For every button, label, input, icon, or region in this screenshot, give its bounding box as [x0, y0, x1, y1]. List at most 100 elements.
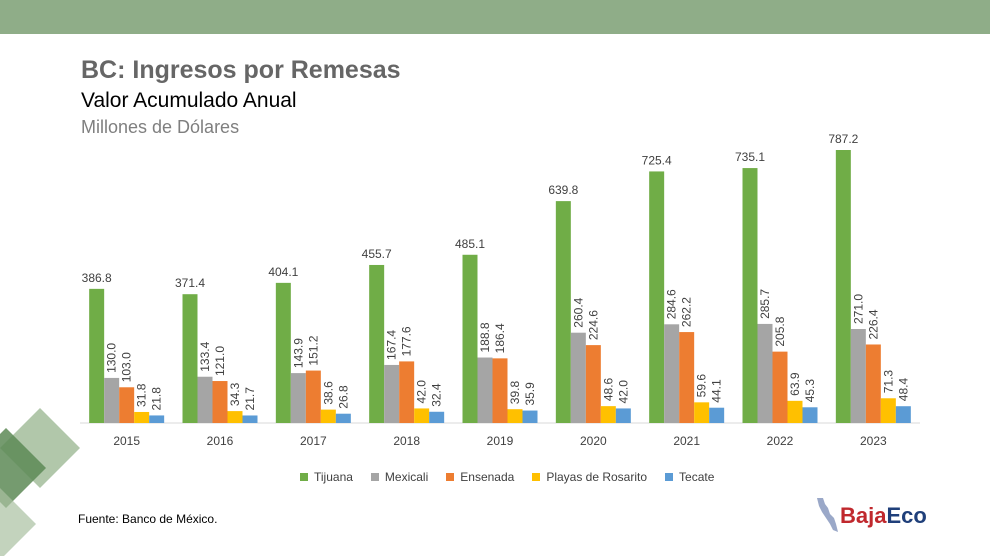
bar-playas-de-rosarito-2018	[414, 408, 430, 423]
bar-mexicali-2020	[570, 332, 586, 423]
bar-playas-de-rosarito-2023	[880, 398, 896, 423]
x-tick-label-2018: 2018	[393, 434, 420, 448]
bar-playas-de-rosarito-2019	[507, 409, 523, 423]
x-tick-label-2017: 2017	[300, 434, 327, 448]
data-label-ensenada-2019: 186.4	[493, 323, 507, 353]
top-banner	[0, 0, 990, 34]
bar-tecate-2017	[335, 413, 351, 423]
bar-playas-de-rosarito-2015	[134, 411, 150, 423]
data-label-ensenada-2016: 121.0	[213, 346, 227, 376]
bar-tijuana-2020	[555, 201, 571, 423]
data-label-mexicali-2021: 284.6	[665, 289, 679, 319]
data-label-tijuana-2015: 386.8	[82, 271, 112, 285]
data-label-tijuana-2023: 787.2	[828, 132, 858, 146]
bar-mexicali-2018	[384, 364, 400, 423]
chart-legend: Tijuana Mexicali Ensenada Playas de Rosarit…	[300, 470, 714, 484]
bar-ensenada-2019	[492, 358, 508, 423]
data-label-tijuana-2021: 725.4	[642, 153, 672, 167]
bar-ensenada-2016	[212, 381, 228, 423]
data-label-tecate-2021: 44.1	[710, 379, 724, 403]
legend-swatch	[532, 473, 541, 481]
data-label-playas-de-rosarito-2015: 31.8	[135, 383, 149, 407]
bar-tijuana-2018	[369, 264, 385, 423]
data-label-mexicali-2022: 285.7	[758, 289, 772, 319]
legend-swatch	[300, 473, 308, 481]
data-label-mexicali-2018: 167.4	[385, 330, 399, 360]
bar-tijuana-2019	[462, 254, 478, 423]
bar-tecate-2023	[895, 406, 911, 423]
data-label-playas-de-rosarito-2017: 38.6	[321, 381, 335, 405]
baja-map-icon	[817, 498, 838, 532]
data-label-mexicali-2017: 143.9	[291, 338, 305, 368]
data-label-playas-de-rosarito-2021: 59.6	[695, 374, 709, 398]
bar-ensenada-2017	[305, 370, 321, 423]
bar-ensenada-2018	[399, 361, 415, 423]
data-label-ensenada-2022: 205.8	[773, 316, 787, 346]
legend-label: Tijuana	[314, 470, 353, 484]
legend-item-playas-de-rosarito: Playas de Rosarito	[532, 470, 647, 484]
bar-mexicali-2019	[477, 357, 493, 423]
x-tick-label-2016: 2016	[207, 434, 234, 448]
bar-playas-de-rosarito-2017	[320, 409, 336, 423]
data-label-ensenada-2023: 226.4	[866, 309, 880, 339]
bar-tijuana-2022	[742, 168, 758, 423]
x-tick-label-2022: 2022	[767, 434, 794, 448]
data-label-ensenada-2015: 103.0	[120, 352, 134, 382]
bar-tecate-2018	[429, 411, 445, 423]
legend-label: Mexicali	[384, 470, 429, 484]
data-label-playas-de-rosarito-2020: 48.6	[601, 377, 615, 401]
legend-swatch	[446, 473, 455, 481]
data-label-ensenada-2020: 224.6	[586, 310, 600, 340]
chart-title: BC: Ingresos por Remesas	[81, 56, 401, 84]
bar-mexicali-2021	[664, 324, 680, 423]
bar-ensenada-2021	[679, 332, 695, 423]
chart-subtitle: Valor Acumulado Anual	[81, 89, 297, 112]
data-label-ensenada-2021: 262.2	[680, 297, 694, 327]
legend-label: Playas de Rosarito	[546, 470, 648, 484]
source-note: Fuente: Banco de México.	[78, 512, 218, 526]
data-label-playas-de-rosarito-2018: 42.0	[415, 380, 429, 404]
data-label-mexicali-2019: 188.8	[478, 322, 492, 352]
bar-mexicali-2015	[104, 377, 120, 423]
data-label-tecate-2019: 35.9	[523, 382, 537, 406]
bar-tecate-2020	[615, 408, 631, 423]
logo-text-eco: Eco	[886, 503, 927, 528]
decorative-diamonds	[0, 408, 80, 556]
data-label-tijuana-2020: 639.8	[548, 183, 578, 197]
data-label-mexicali-2020: 260.4	[571, 297, 585, 327]
bar-tecate-2022	[802, 407, 818, 423]
x-tick-label-2020: 2020	[580, 434, 607, 448]
legend-label: Ensenada	[460, 470, 515, 484]
data-label-mexicali-2023: 271.0	[851, 294, 865, 324]
bar-mexicali-2017	[290, 373, 306, 423]
legend-item-mexicali: Mexicali	[370, 470, 429, 484]
legend-item-ensenada: Ensenada	[446, 470, 514, 484]
x-tick-label-2015: 2015	[113, 434, 140, 448]
data-label-playas-de-rosarito-2016: 34.3	[228, 382, 242, 406]
bar-ensenada-2023	[865, 344, 881, 423]
data-label-tecate-2022: 45.3	[803, 379, 817, 403]
data-label-tecate-2023: 48.4	[896, 378, 910, 402]
bar-tijuana-2016	[182, 294, 198, 423]
bajaeco-logo: BajaEco	[814, 496, 954, 536]
bar-playas-de-rosarito-2022	[787, 400, 803, 423]
data-label-tijuana-2017: 404.1	[268, 265, 298, 279]
bar-tijuana-2021	[649, 171, 665, 423]
data-label-ensenada-2017: 151.2	[306, 335, 320, 365]
bar-mexicali-2016	[197, 376, 213, 423]
x-tick-label-2019: 2019	[487, 434, 514, 448]
legend-item-tijuana: Tijuana	[300, 470, 353, 484]
data-label-playas-de-rosarito-2023: 71.3	[881, 370, 895, 394]
legend-swatch	[370, 473, 379, 481]
x-tick-label-2021: 2021	[673, 434, 700, 448]
bar-tecate-2015	[149, 415, 165, 423]
data-label-tecate-2018: 32.4	[430, 383, 444, 407]
bar-tecate-2016	[242, 415, 258, 423]
data-label-mexicali-2015: 130.0	[105, 343, 119, 373]
bar-tecate-2021	[709, 407, 725, 423]
data-label-tecate-2016: 21.7	[243, 387, 257, 411]
x-tick-label-2023: 2023	[860, 434, 887, 448]
bar-mexicali-2022	[757, 323, 773, 423]
bar-tijuana-2023	[835, 150, 851, 423]
bar-mexicali-2023	[850, 329, 866, 423]
